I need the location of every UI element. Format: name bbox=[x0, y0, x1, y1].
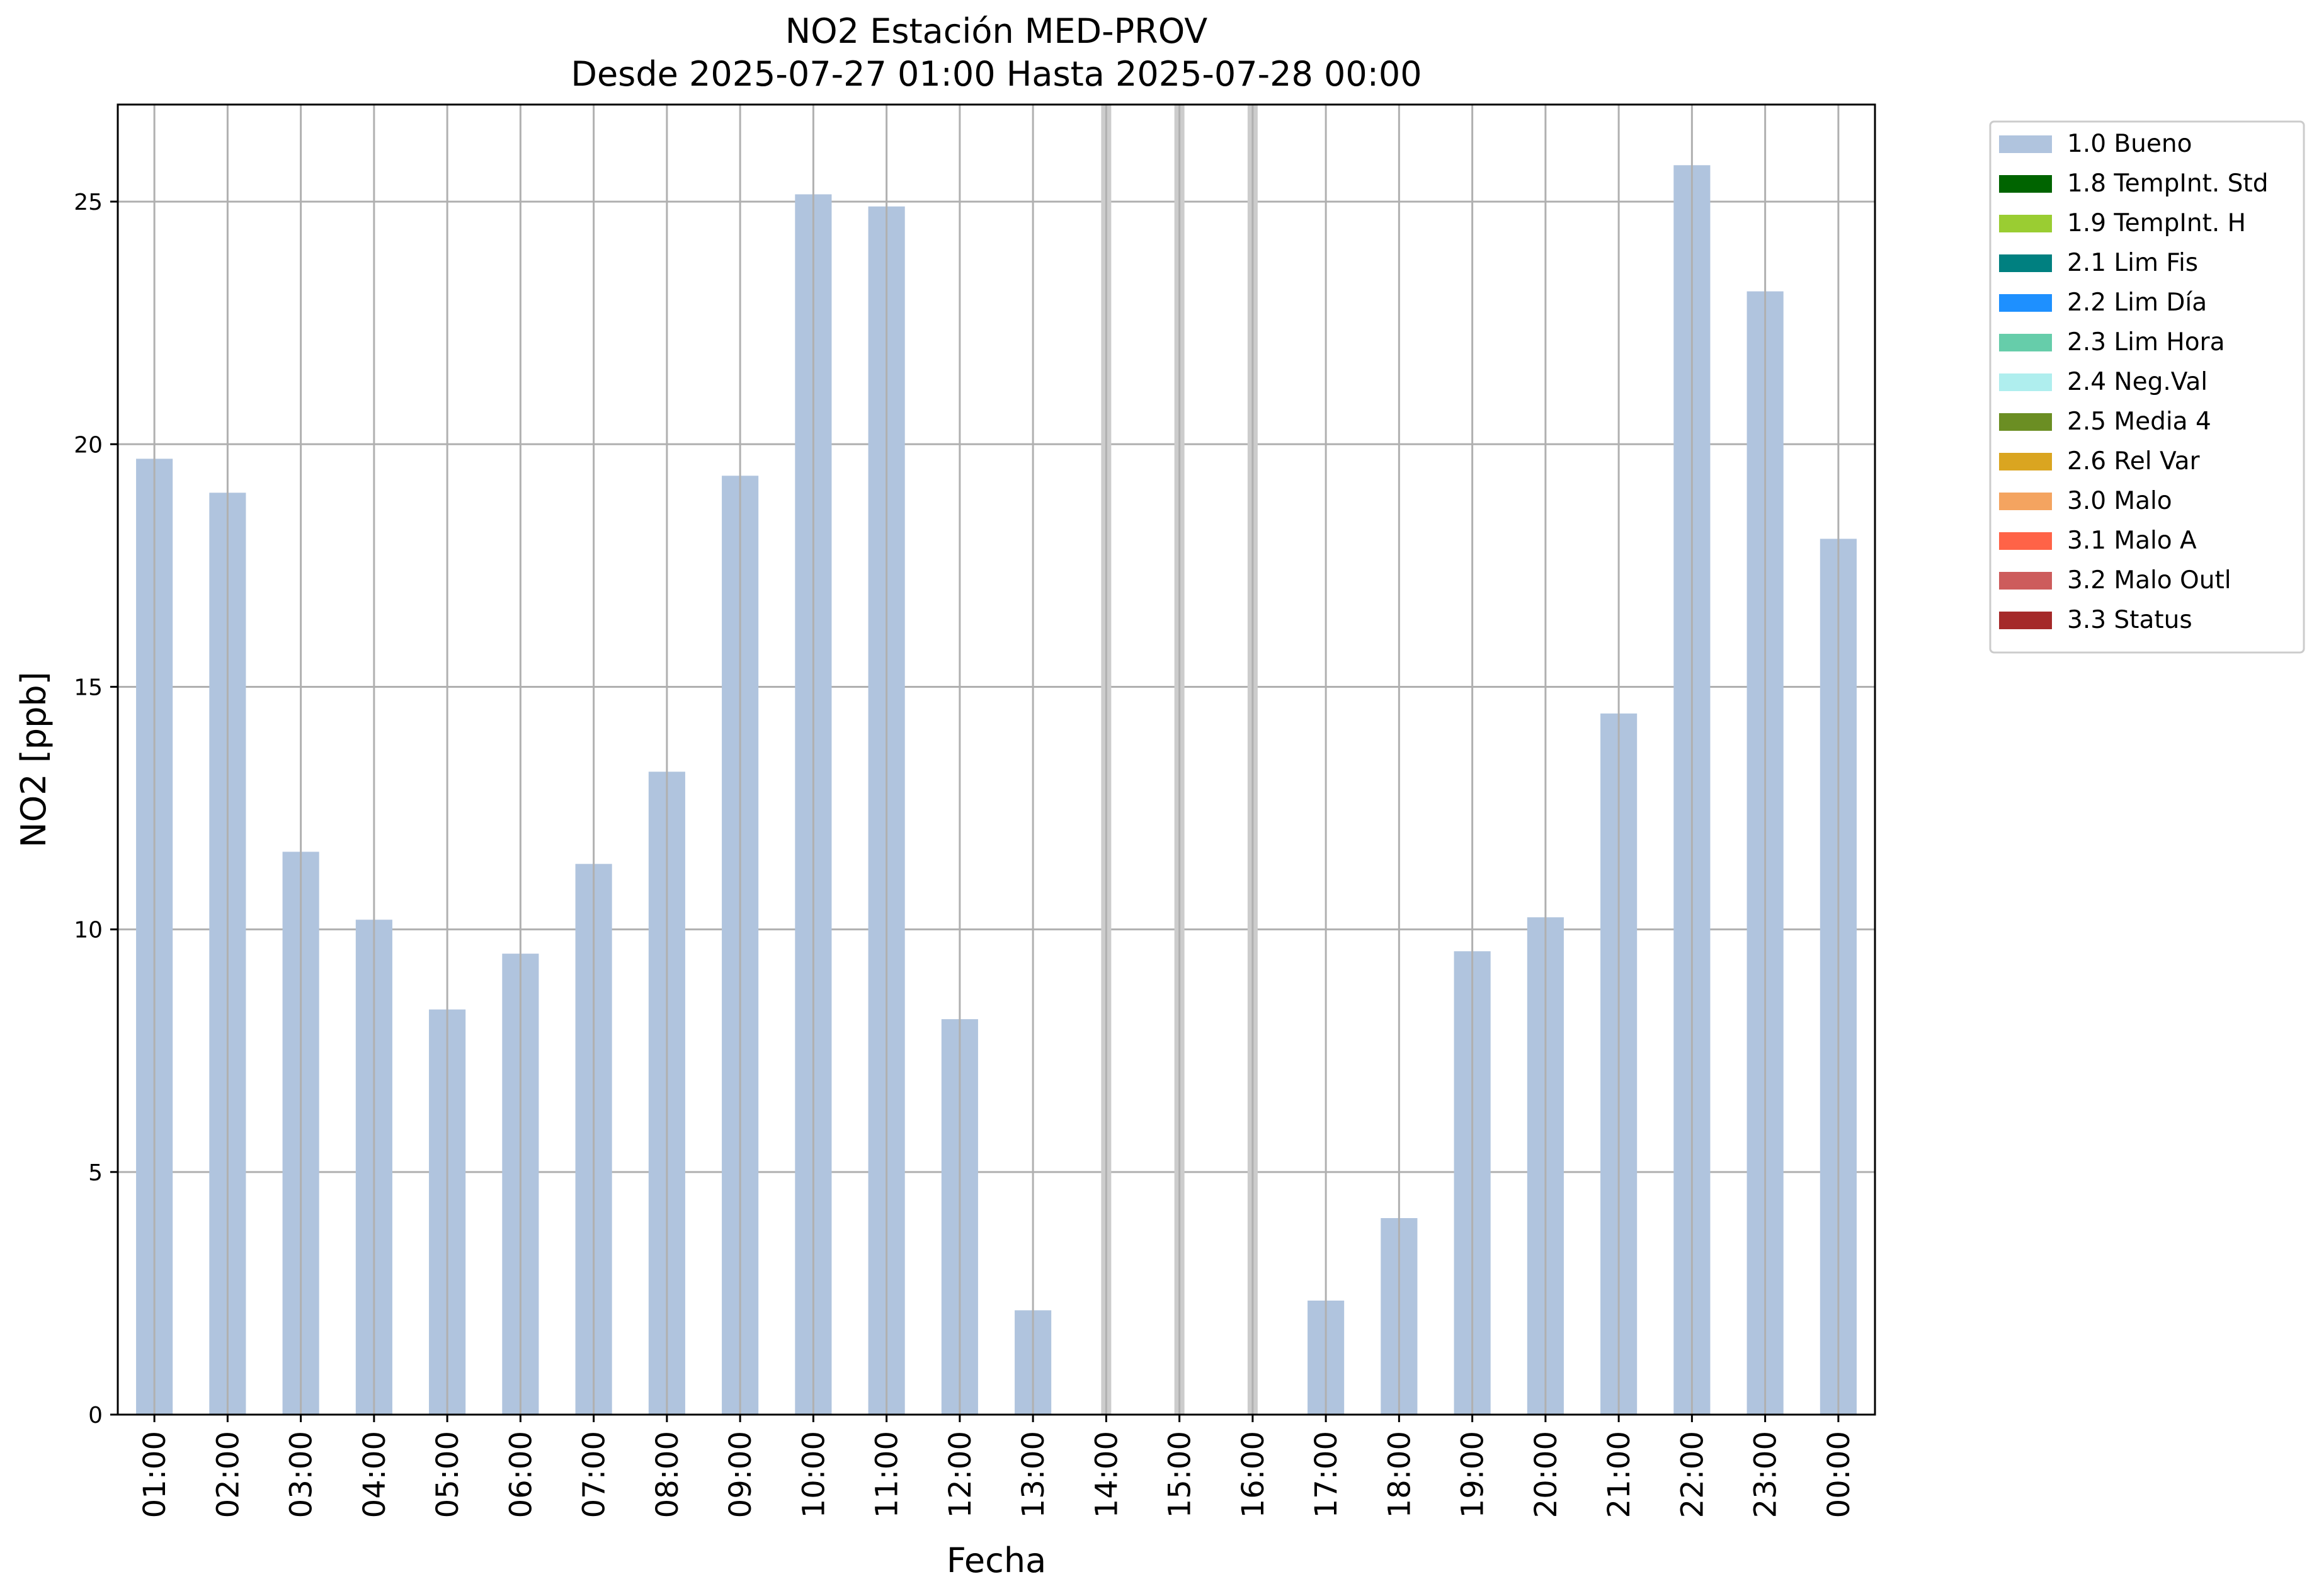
legend-entry-label: 2.3 Lim Hora bbox=[2067, 328, 2225, 356]
legend-entry-label: 1.9 TempInt. H bbox=[2067, 209, 2246, 237]
x-tick-label: 18:00 bbox=[1382, 1431, 1417, 1518]
x-tick-label: 06:00 bbox=[503, 1431, 538, 1518]
legend-entry-label: 1.0 Bueno bbox=[2067, 130, 2192, 158]
legend-entry-label: 2.6 Rel Var bbox=[2067, 447, 2201, 476]
legend-entry-label: 3.1 Malo A bbox=[2067, 527, 2197, 555]
x-tick-label: 17:00 bbox=[1309, 1431, 1344, 1518]
legend-swatch bbox=[1999, 294, 2052, 312]
x-tick-label: 03:00 bbox=[284, 1431, 319, 1518]
x-tick-label: 19:00 bbox=[1456, 1431, 1491, 1518]
legend-swatch bbox=[1999, 373, 2052, 391]
x-axis-label: Fecha bbox=[947, 1541, 1046, 1580]
x-tick-label: 20:00 bbox=[1529, 1431, 1564, 1518]
x-tick-label: 13:00 bbox=[1016, 1431, 1051, 1518]
legend-swatch bbox=[1999, 572, 2052, 590]
x-tick-label: 01:00 bbox=[137, 1431, 173, 1518]
legend-swatch bbox=[1999, 254, 2052, 272]
x-tick-label: 08:00 bbox=[650, 1431, 685, 1518]
x-tick-label: 16:00 bbox=[1236, 1431, 1271, 1518]
legend-swatch bbox=[1999, 215, 2052, 232]
x-tick-label: 04:00 bbox=[357, 1431, 392, 1518]
vertical-grid bbox=[153, 105, 1840, 1415]
legend-swatch bbox=[1999, 453, 2052, 470]
legend-swatch bbox=[1999, 532, 2052, 550]
x-tick-label: 12:00 bbox=[943, 1431, 978, 1518]
legend-swatch bbox=[1999, 612, 2052, 629]
x-tick-label: 10:00 bbox=[796, 1431, 831, 1518]
legend-entry-label: 1.8 TempInt. Std bbox=[2067, 169, 2268, 198]
legend-swatch bbox=[1999, 175, 2052, 193]
x-tick-label: 11:00 bbox=[870, 1431, 905, 1518]
y-tick-label: 10 bbox=[74, 918, 103, 943]
y-axis-label: NO2 [ppb] bbox=[14, 671, 54, 847]
y-tick-label: 5 bbox=[88, 1160, 103, 1186]
chart-subtitle: Desde 2025-07-27 01:00 Hasta 2025-07-28 … bbox=[571, 54, 1422, 94]
plot-frame bbox=[117, 103, 1876, 1416]
x-tick-label: 05:00 bbox=[430, 1431, 465, 1518]
x-tick-label: 23:00 bbox=[1748, 1431, 1784, 1518]
legend-entry-label: 2.2 Lim Día bbox=[2067, 288, 2207, 317]
legend-swatch bbox=[1999, 334, 2052, 351]
x-tick-label: 00:00 bbox=[1821, 1431, 1857, 1518]
legend: 1.0 Bueno 1.8 TempInt. Std 1.9 TempInt. H 2… bbox=[1989, 120, 2305, 654]
x-tick-label: 21:00 bbox=[1602, 1431, 1637, 1518]
legend-entry-label: 3.2 Malo Outl bbox=[2067, 566, 2231, 595]
bars bbox=[136, 165, 1857, 1415]
legend-swatch bbox=[1999, 493, 2052, 510]
y-axis: 0 5 10 15 20 25 bbox=[74, 190, 118, 1428]
y-tick-label: 0 bbox=[88, 1403, 103, 1428]
legend-entry-label: 3.3 Status bbox=[2067, 606, 2192, 634]
legend-entry-label: 2.5 Media 4 bbox=[2067, 408, 2211, 436]
y-tick-label: 20 bbox=[74, 432, 103, 458]
x-tick-label: 02:00 bbox=[210, 1431, 246, 1518]
chart-title: NO2 Estación MED-PROV bbox=[785, 11, 1207, 51]
y-tick-label: 25 bbox=[74, 190, 103, 215]
legend-box bbox=[1989, 120, 2305, 654]
x-tick-label: 09:00 bbox=[723, 1431, 758, 1518]
legend-swatch bbox=[1999, 135, 2052, 153]
legend-entry-label: 3.0 Malo bbox=[2067, 487, 2172, 515]
legend-entry-label: 2.4 Neg.Val bbox=[2067, 368, 2208, 396]
legend-swatch bbox=[1999, 413, 2052, 431]
x-tick-label: 14:00 bbox=[1089, 1431, 1124, 1518]
y-tick-label: 15 bbox=[74, 675, 103, 700]
x-tick-label: 22:00 bbox=[1675, 1431, 1710, 1518]
x-axis: 01:00 02:00 03:00 04:00 05:00 06:00 07:00 08:00… bbox=[137, 1415, 1857, 1518]
x-tick-label: 07:00 bbox=[577, 1431, 612, 1518]
legend-entry-label: 2.1 Lim Fis bbox=[2067, 249, 2198, 277]
x-tick-label: 15:00 bbox=[1163, 1431, 1198, 1518]
